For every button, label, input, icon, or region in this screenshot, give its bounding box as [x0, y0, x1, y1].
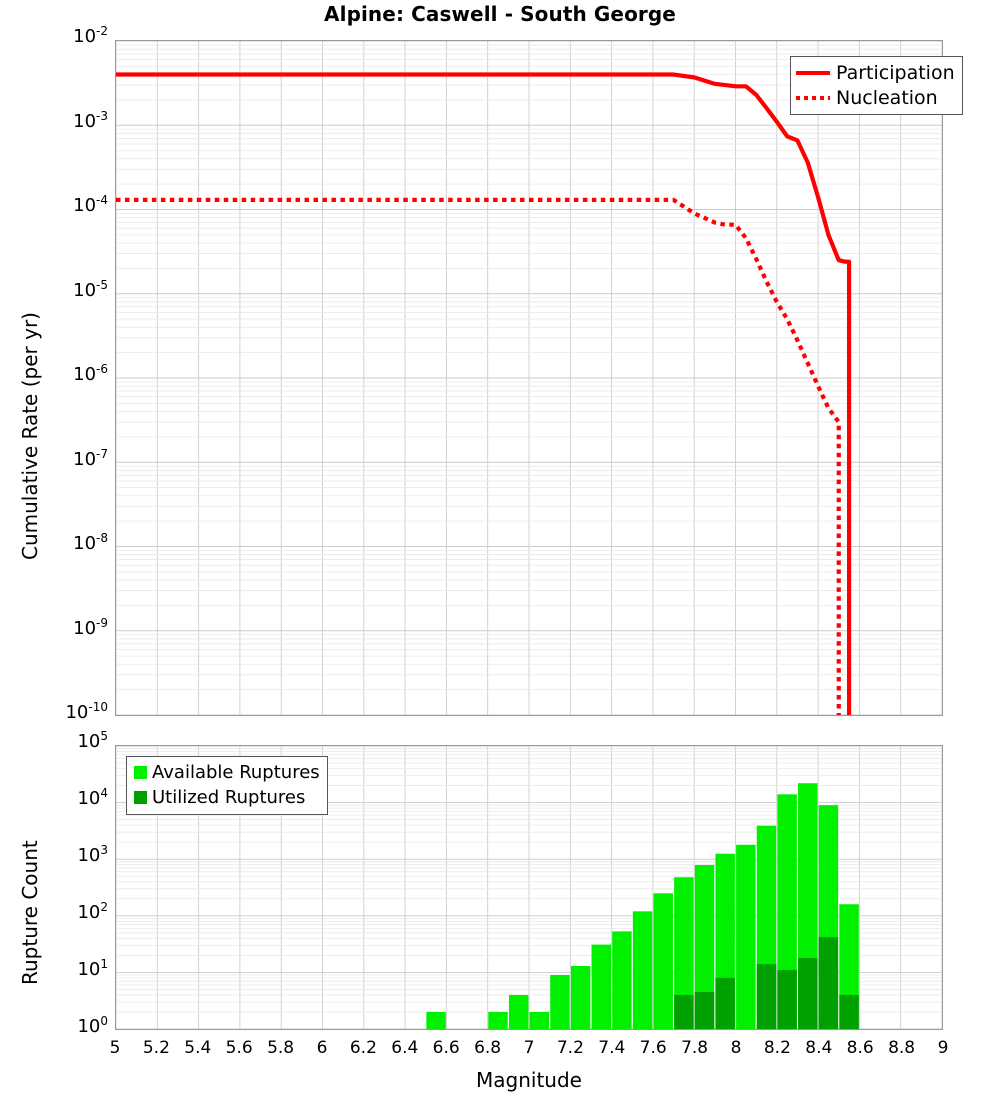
bar-utilized	[694, 992, 715, 1029]
x-tick-label: 6.4	[391, 1038, 419, 1058]
x-tick-label: 7.2	[556, 1038, 584, 1058]
bar-available	[488, 1011, 508, 1029]
bar-available	[508, 994, 529, 1029]
bar-utilized	[818, 937, 839, 1029]
bar-available	[612, 931, 632, 1029]
x-tick-label: 6.6	[432, 1038, 460, 1058]
y-tick-label: 10-9	[73, 615, 108, 639]
chart-title: Alpine: Caswell - South George	[324, 2, 676, 26]
bar-utilized	[674, 994, 694, 1029]
bar-utilized	[839, 994, 859, 1029]
bar-available	[674, 877, 694, 1029]
curve-participation	[116, 72, 852, 715]
available-swatch-icon	[134, 766, 147, 779]
y-tick-label: 10-4	[73, 193, 108, 216]
bar-available	[694, 864, 715, 1029]
x-tick-label: 7.6	[639, 1038, 667, 1058]
bar-available	[529, 1011, 550, 1029]
bar-utilized	[756, 964, 777, 1029]
x-tick-label: 6.8	[474, 1038, 502, 1058]
y-tick-label: 10-5	[73, 277, 108, 301]
rupture-count-svg	[116, 746, 942, 1029]
bar-utilized	[715, 977, 735, 1029]
x-tick-label: 8.2	[763, 1038, 791, 1058]
x-tick-label: 5.2	[142, 1038, 170, 1058]
y-tick-label: 101	[77, 957, 108, 980]
y-tick-label: 100	[77, 1014, 108, 1037]
y-tick-label: 10-8	[73, 531, 108, 554]
x-tick-label: 5	[109, 1038, 121, 1058]
legend-entry-participation: Participation	[796, 60, 955, 85]
utilized-swatch-icon	[134, 791, 147, 804]
cumulative-rate-plot	[115, 40, 943, 716]
x-tick-label: 7	[523, 1038, 535, 1058]
legend-entry-nucleation: Nucleation	[796, 85, 955, 110]
y-tick-label: 105	[77, 729, 108, 752]
legend-label-utilized: Utilized Ruptures	[152, 787, 306, 808]
curve-legend: Participation Nucleation	[790, 56, 963, 115]
bar-available	[653, 893, 673, 1029]
legend-label-participation: Participation	[836, 61, 955, 84]
legend-entry-available: Available Ruptures	[132, 760, 320, 785]
bar-available	[736, 844, 756, 1029]
curve-nucleation	[116, 197, 841, 715]
x-axis-label: Magnitude	[476, 1068, 582, 1092]
top-y-axis-label: Cumulative Rate (per yr)	[18, 312, 42, 560]
legend-entry-utilized: Utilized Ruptures	[132, 785, 320, 810]
y-tick-label: 103	[77, 843, 108, 866]
participation-line-icon	[796, 64, 830, 82]
y-tick-label: 10-6	[73, 362, 108, 385]
y-tick-label: 10-7	[73, 446, 108, 470]
x-tick-label: 8.8	[888, 1038, 916, 1058]
x-tick-label: 8.4	[805, 1038, 833, 1058]
y-tick-label: 102	[77, 900, 108, 923]
legend-label-nucleation: Nucleation	[836, 86, 938, 109]
x-tick-label: 7.4	[598, 1038, 626, 1058]
bar-available	[632, 911, 653, 1029]
x-tick-label: 6.2	[349, 1038, 377, 1058]
x-tick-label: 8	[730, 1038, 742, 1058]
legend-label-available: Available Ruptures	[152, 762, 320, 783]
x-tick-label: 5.4	[184, 1038, 212, 1058]
bar-available	[591, 944, 612, 1029]
bar-utilized	[777, 970, 797, 1029]
y-tick-label: 104	[77, 786, 108, 809]
y-tick-label: 10-3	[73, 108, 108, 132]
x-tick-label: 5.8	[267, 1038, 295, 1058]
bar-available	[426, 1011, 446, 1029]
x-tick-label: 8.6	[846, 1038, 874, 1058]
bar-available	[570, 965, 591, 1029]
cumulative-rate-svg	[116, 41, 942, 715]
x-tick-label: 7.8	[681, 1038, 709, 1058]
bar-utilized	[798, 957, 818, 1029]
rupture-legend: Available Ruptures Utilized Ruptures	[126, 756, 328, 815]
nucleation-line-icon	[796, 89, 830, 107]
x-tick-label: 9	[937, 1038, 949, 1058]
x-tick-label: 6	[316, 1038, 328, 1058]
x-tick-label: 5.6	[225, 1038, 253, 1058]
bar-available	[550, 974, 570, 1029]
y-tick-label: 10-10	[65, 700, 108, 723]
y-tick-label: 10-2	[73, 24, 108, 47]
